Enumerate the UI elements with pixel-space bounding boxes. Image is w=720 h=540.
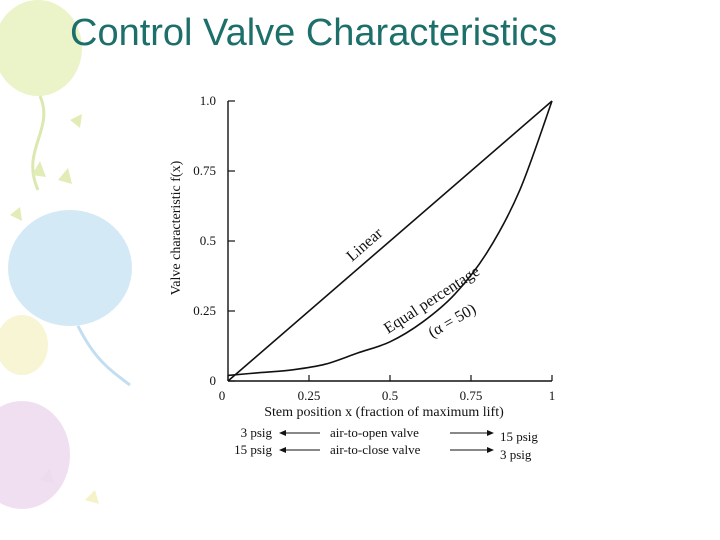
- slide-title: Control Valve Characteristics: [70, 12, 558, 54]
- signal-left-value: 3 psig: [241, 425, 273, 440]
- chart-ticks: 0 0.25 0.5 0.75 1.0 0 0.25 0.5 0.75 1: [193, 93, 555, 403]
- signal-right-value: 3 psig: [500, 447, 532, 462]
- confetti-icon: [10, 114, 99, 504]
- signal-left-value: 15 psig: [234, 442, 272, 457]
- x-axis-label: Stem position x (fraction of maximum lif…: [264, 405, 504, 420]
- arrow-right-icon: [487, 447, 494, 453]
- blue-balloon-icon: [8, 210, 132, 387]
- yellow-balloon-icon: [0, 315, 48, 375]
- green-balloon-icon: [0, 0, 82, 191]
- x-tick-label: 0.5: [382, 388, 398, 403]
- y-tick-label: 0.75: [193, 163, 216, 178]
- x-tick-label: 0: [219, 388, 226, 403]
- chart-series: [227, 100, 553, 382]
- arrow-left-icon: [279, 430, 286, 436]
- y-tick-label: 1.0: [200, 93, 216, 108]
- arrow-left-icon: [279, 447, 286, 453]
- x-tick-label: 1: [549, 388, 556, 403]
- y-axis-label: Valve characteristic f(x): [169, 160, 184, 295]
- signal-middle-label: air-to-open valve: [330, 425, 419, 440]
- x-tick-label: 0.75: [460, 388, 483, 403]
- x-tick-label: 0.25: [298, 388, 321, 403]
- signal-right-value: 15 psig: [500, 429, 538, 444]
- y-tick-label: 0.5: [200, 233, 216, 248]
- signal-middle-label: air-to-close valve: [330, 442, 421, 457]
- arrow-right-icon: [487, 430, 494, 436]
- signal-table: 3 psig air-to-open valve 15 psig 15 psig air…: [234, 425, 538, 462]
- annotation-linear: Linear: [343, 224, 386, 265]
- series-line-linear: [227, 100, 553, 382]
- y-tick-label: 0: [210, 373, 217, 388]
- series-line-equal-percentage: [227, 100, 553, 377]
- y-tick-label: 0.25: [193, 303, 216, 318]
